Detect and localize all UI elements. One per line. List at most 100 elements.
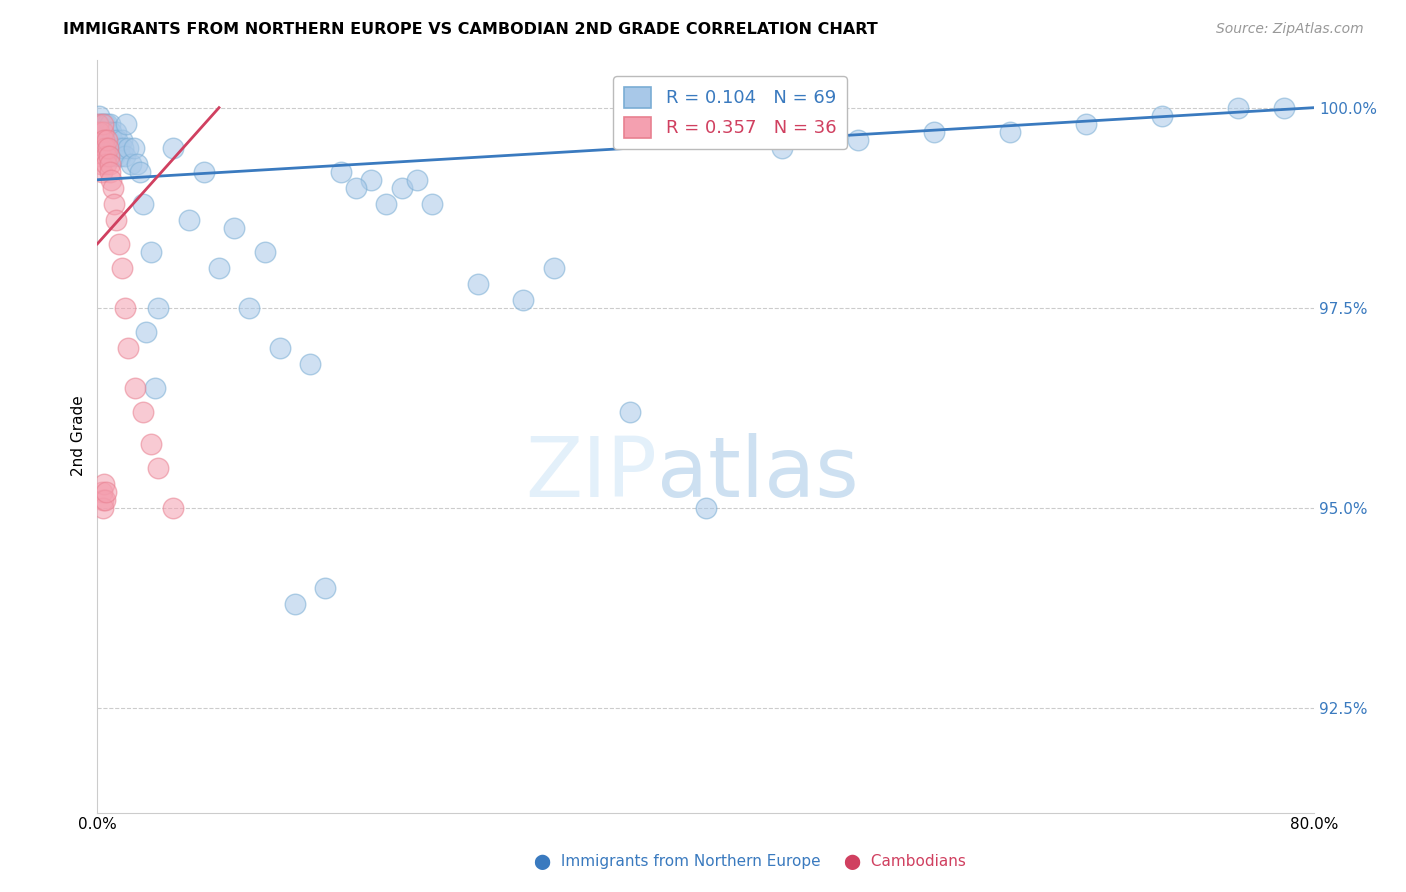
Point: [98, 141, 121, 155]
Point: [1074, 117, 1097, 131]
Point: [91, 493, 114, 508]
Point: [115, 117, 138, 131]
Point: [420, 196, 443, 211]
Point: [253, 244, 276, 259]
Point: [96, 117, 118, 131]
Point: [101, 133, 124, 147]
Point: [93, 117, 115, 131]
Point: [284, 597, 307, 611]
Point: [391, 180, 413, 194]
Point: [87, 125, 110, 139]
Point: [135, 325, 157, 339]
Point: [132, 405, 155, 419]
Point: [93, 501, 115, 516]
Point: [543, 260, 565, 275]
Point: [162, 501, 184, 516]
Point: [770, 141, 793, 155]
Point: [269, 341, 291, 355]
Point: [143, 381, 166, 395]
Point: [104, 125, 127, 139]
Point: [93, 477, 115, 491]
Point: [405, 173, 427, 187]
Point: [90, 117, 112, 131]
Point: [512, 293, 534, 307]
Point: [122, 141, 145, 155]
Point: [299, 357, 322, 371]
Point: [117, 141, 139, 155]
Point: [177, 212, 200, 227]
Point: [208, 260, 231, 275]
Text: Source: ZipAtlas.com: Source: ZipAtlas.com: [1216, 22, 1364, 37]
Text: ⬤  Cambodians: ⬤ Cambodians: [844, 854, 966, 870]
Point: [139, 244, 162, 259]
Point: [360, 173, 382, 187]
Point: [162, 141, 184, 155]
Point: [87, 117, 110, 131]
Point: [101, 180, 124, 194]
Point: [467, 277, 489, 291]
Point: [107, 141, 129, 155]
Point: [375, 196, 398, 211]
Point: [100, 125, 122, 139]
Point: [87, 109, 110, 123]
Point: [101, 141, 124, 155]
Point: [89, 141, 111, 155]
Point: [97, 133, 120, 147]
Point: [89, 149, 111, 163]
Point: [94, 125, 117, 139]
Point: [1227, 101, 1250, 115]
Point: [103, 196, 125, 211]
Point: [90, 133, 112, 147]
Text: IMMIGRANTS FROM NORTHERN EUROPE VS CAMBODIAN 2ND GRADE CORRELATION CHART: IMMIGRANTS FROM NORTHERN EUROPE VS CAMBO…: [63, 22, 877, 37]
Point: [695, 501, 717, 516]
Point: [1272, 101, 1295, 115]
Point: [111, 260, 134, 275]
Point: [89, 117, 111, 131]
Point: [114, 149, 136, 163]
Point: [124, 381, 146, 395]
Point: [125, 157, 148, 171]
Point: [94, 117, 117, 131]
Point: [922, 125, 945, 139]
Point: [98, 117, 121, 131]
Point: [1150, 109, 1173, 123]
Point: [344, 180, 367, 194]
Point: [114, 301, 136, 315]
Point: [111, 133, 134, 147]
Point: [91, 125, 114, 139]
Point: [105, 133, 128, 147]
Point: [93, 133, 115, 147]
Point: [91, 125, 114, 139]
Legend: R = 0.104   N = 69, R = 0.357   N = 36: R = 0.104 N = 69, R = 0.357 N = 36: [613, 76, 846, 149]
Point: [94, 149, 117, 163]
Point: [238, 301, 260, 315]
Point: [96, 133, 118, 147]
Point: [97, 125, 120, 139]
Point: [139, 437, 162, 451]
Point: [846, 133, 869, 147]
Point: [90, 485, 112, 500]
Point: [96, 133, 118, 147]
Point: [90, 165, 112, 179]
Point: [193, 165, 215, 179]
Point: [94, 493, 117, 508]
Point: [107, 236, 129, 251]
Point: [104, 212, 127, 227]
Point: [100, 173, 122, 187]
Point: [96, 157, 118, 171]
Point: [329, 165, 352, 179]
Point: [117, 341, 139, 355]
Point: [94, 485, 117, 500]
Text: ZIP: ZIP: [526, 434, 657, 514]
Point: [998, 125, 1021, 139]
Point: [132, 196, 155, 211]
Point: [112, 141, 135, 155]
Point: [97, 141, 120, 155]
Point: [148, 301, 170, 315]
Point: [93, 133, 115, 147]
Point: [98, 165, 121, 179]
Point: [97, 149, 120, 163]
Point: [120, 157, 142, 171]
Point: [148, 461, 170, 475]
Point: [108, 149, 131, 163]
